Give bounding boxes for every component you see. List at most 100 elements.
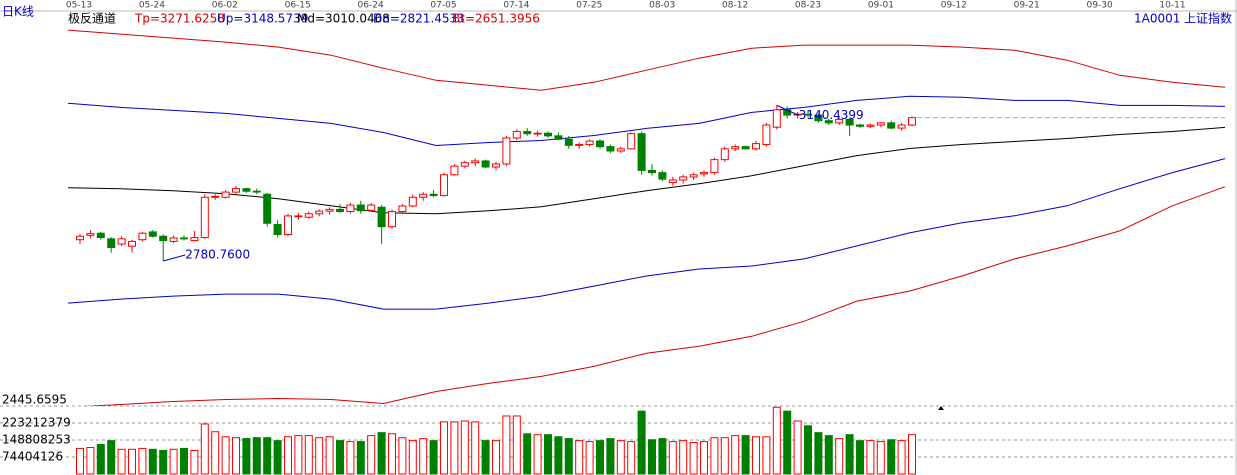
candle-body <box>128 240 136 247</box>
candle-body <box>294 215 303 218</box>
volume-bar <box>377 432 386 475</box>
band-line <box>67 29 1226 91</box>
candle-body <box>523 131 532 135</box>
candle-body <box>356 204 365 212</box>
annotation: 3140.4399 <box>799 108 864 122</box>
candle-body <box>710 159 719 174</box>
volume-bar <box>107 440 116 475</box>
volume-bar <box>658 438 667 475</box>
candle-body <box>762 124 771 145</box>
legend-entry: Bt=2651.3956 <box>452 12 540 26</box>
candle-body <box>502 137 511 165</box>
volume-bar <box>180 447 188 475</box>
volume-bar <box>398 437 407 475</box>
candle-body <box>741 146 750 150</box>
candle-body <box>242 188 251 192</box>
bands <box>67 29 1226 406</box>
x-tick-label: 06-15 <box>285 1 311 11</box>
candle-body <box>273 224 282 235</box>
volume-tick-label: 74404126 <box>2 450 63 464</box>
indicator-name: 极反通道 <box>68 12 116 26</box>
volume-bar <box>169 448 178 475</box>
candle-body <box>232 188 240 193</box>
candle-body <box>96 232 105 239</box>
volume-bar <box>637 410 646 475</box>
volume-bar <box>117 448 126 475</box>
band-line <box>81 186 1226 406</box>
volume-bar <box>804 425 812 475</box>
volume-bar <box>190 449 199 475</box>
candle-body <box>856 124 864 127</box>
volume-bar <box>471 421 480 475</box>
volume-bar <box>585 441 594 475</box>
candle-body <box>450 165 459 176</box>
volume-tick-label: 223212379 <box>2 416 71 430</box>
volume-bar <box>356 441 365 475</box>
volume-bar <box>616 440 625 475</box>
x-tick-label: 10-11 <box>1159 1 1185 11</box>
volume-bar <box>263 437 272 475</box>
volume-bar <box>481 440 490 475</box>
volume-bar <box>221 436 230 475</box>
candle-body <box>814 114 823 122</box>
candle-body <box>564 138 573 146</box>
legend-entry: Tp=3271.6258 <box>134 12 225 26</box>
volume-bar <box>783 410 792 475</box>
x-tick-label: 09-30 <box>1087 1 1113 11</box>
volume-bar <box>793 420 802 475</box>
volume-bar <box>325 436 334 475</box>
volume-bar <box>876 441 885 475</box>
candle-body <box>471 160 480 164</box>
candle-body <box>887 122 896 129</box>
x-tick-label: 08-12 <box>722 1 748 11</box>
candle-body <box>388 211 396 228</box>
candle-body <box>835 118 844 124</box>
candle-body <box>346 204 355 213</box>
volume-bar <box>211 431 220 475</box>
candle-body <box>658 172 667 180</box>
volume-bar <box>596 440 604 475</box>
y-tick-label: 2445.6595 <box>2 393 67 407</box>
volume-bar <box>679 440 688 475</box>
candle-body <box>668 179 677 184</box>
x-tick-label: 07-25 <box>576 1 602 11</box>
volume-bar <box>564 438 573 475</box>
candle-body <box>804 113 812 116</box>
candle-body <box>637 133 646 171</box>
annotation-leader <box>163 254 186 262</box>
volume-bar <box>908 434 916 475</box>
volume-bar <box>242 438 251 475</box>
candle-body <box>554 135 563 140</box>
volume-bar <box>544 434 552 475</box>
x-tick-label: 07-14 <box>503 1 529 11</box>
candle-body <box>200 196 209 239</box>
candle-body <box>866 124 875 127</box>
candle-body <box>408 196 417 207</box>
candle-body <box>304 213 313 218</box>
candle-body <box>86 233 95 236</box>
volume-bar <box>367 435 376 475</box>
volume-bar <box>533 434 542 475</box>
candle-body <box>440 174 448 197</box>
candle-body <box>908 117 916 126</box>
candle-body <box>107 238 116 248</box>
legend-entry: Dn=2821.4533 <box>373 12 465 26</box>
candle-body <box>772 109 781 128</box>
candle-body <box>117 238 126 245</box>
legend-entry: Md=3010.0468 <box>297 12 390 26</box>
candle-body <box>76 235 84 241</box>
candle-body <box>897 124 906 129</box>
candle-body <box>845 118 854 126</box>
candle-body <box>367 204 376 211</box>
volume-bar <box>866 440 875 475</box>
candle-body <box>180 237 188 240</box>
volume-bar <box>96 444 105 475</box>
volume-bar <box>835 438 844 475</box>
symbol-code: 1A0001 <box>1134 12 1180 26</box>
candle-body <box>731 146 740 150</box>
volume-bar <box>440 421 448 475</box>
volume-bar <box>273 440 282 475</box>
volume-bar <box>232 437 240 475</box>
annotation: 2780.7600 <box>185 247 250 261</box>
